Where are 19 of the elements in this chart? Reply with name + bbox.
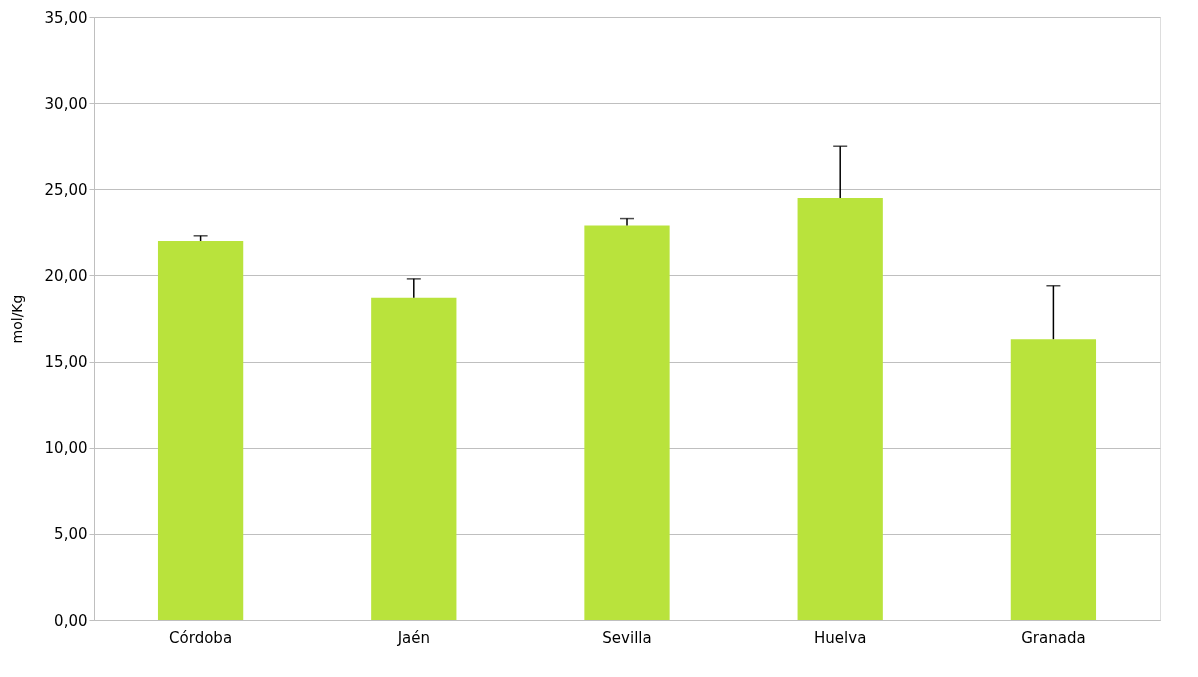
y-tick-label: 5,00 — [54, 525, 88, 544]
x-tick-label: Jaén — [396, 628, 430, 647]
y-axis-title: mol/Kg — [8, 294, 25, 344]
bar — [797, 197, 883, 620]
x-tick-label: Córdoba — [169, 628, 233, 647]
y-tick-label: 10,00 — [44, 439, 88, 458]
y-tick-label: 15,00 — [44, 353, 88, 372]
x-tick-label: Granada — [1021, 628, 1086, 647]
bar — [371, 297, 457, 620]
y-tick-label: 25,00 — [44, 180, 88, 199]
bar — [157, 240, 244, 620]
y-tick-label: 20,00 — [44, 266, 88, 285]
y-tick-label: 35,00 — [44, 8, 88, 27]
bar — [584, 225, 670, 620]
y-tick-label: 30,00 — [44, 94, 88, 113]
bar — [1010, 339, 1097, 620]
y-tick-label: 0,00 — [54, 611, 88, 630]
x-tick-label: Huelva — [814, 628, 867, 647]
x-tick-label: Sevilla — [602, 628, 652, 647]
